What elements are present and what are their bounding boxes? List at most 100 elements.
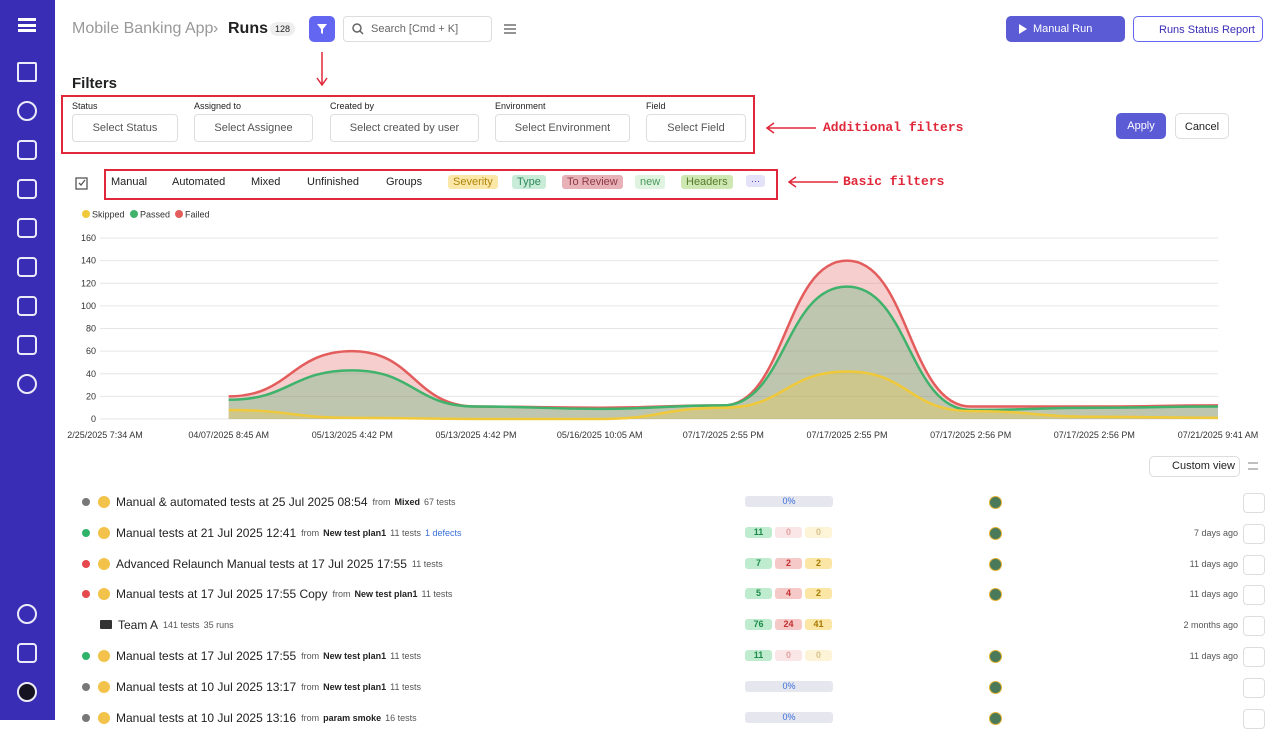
nav-icon[interactable] (17, 62, 37, 82)
nav-icon[interactable] (17, 179, 37, 199)
custom-view-button[interactable]: Custom view (1149, 456, 1240, 477)
nav-icon[interactable] (17, 643, 37, 663)
filter-tab[interactable]: Mixed (251, 176, 281, 188)
field-label: Created by (330, 101, 375, 111)
filter-tag[interactable]: To Review (562, 175, 623, 189)
select[interactable]: Select created by user (330, 114, 479, 142)
row-menu[interactable] (1243, 708, 1265, 729)
row-menu[interactable] (1243, 554, 1265, 575)
row-menu[interactable] (1243, 523, 1265, 544)
filter-icon (317, 24, 327, 34)
result-count: 5 (745, 588, 772, 600)
run-title[interactable]: Manual tests at 10 Jul 2025 13:17 (116, 679, 297, 694)
row-menu[interactable] (1243, 647, 1265, 667)
select[interactable]: Select Status (72, 114, 178, 142)
result-count: 0 (775, 526, 802, 538)
search-box[interactable]: Search [Cmd + K] (343, 16, 492, 42)
legend-label: Passed (140, 210, 170, 220)
filter-tag[interactable]: Headers (681, 175, 733, 189)
test-count: 11 tests (411, 558, 443, 569)
menu-icon[interactable] (18, 18, 36, 32)
breadcrumb[interactable]: Mobile Banking App (72, 20, 214, 37)
result-count: 24 (775, 619, 802, 631)
manual-run-button[interactable]: Manual Run (1006, 16, 1125, 42)
cancel-button[interactable]: Cancel (1175, 113, 1229, 139)
select-icon[interactable] (75, 176, 89, 190)
select[interactable]: Select Environment (495, 114, 630, 142)
x-tick-label: 07/17/2025 2:55 PM (806, 430, 887, 440)
source-name: Mixed (394, 497, 421, 507)
time-ago: 11 days ago (1189, 589, 1238, 600)
filter-tag[interactable]: Severity (448, 175, 498, 189)
settings-icon[interactable] (503, 22, 517, 36)
nav-icon[interactable] (17, 140, 37, 160)
nav-icon[interactable] (17, 101, 37, 121)
from-label: from (301, 681, 320, 692)
filter-tab[interactable]: Manual (111, 176, 148, 188)
run-title[interactable]: Team A (118, 618, 159, 633)
progress-bar: 0% (745, 711, 833, 723)
test-count: 11 tests (390, 527, 422, 538)
nav-icon[interactable] (17, 335, 37, 355)
row-menu[interactable] (1243, 585, 1265, 606)
y-tick-label: 80 (86, 324, 96, 334)
status-report-button[interactable]: Runs Status Report (1133, 16, 1263, 42)
row-menu[interactable] (1243, 677, 1265, 698)
run-title[interactable]: Manual & automated tests at 25 Jul 2025 … (116, 495, 368, 509)
filter-tab[interactable]: Automated (172, 176, 226, 188)
progress-bar: 0% (745, 680, 833, 692)
field-label: Assigned to (194, 101, 242, 111)
filter-tab[interactable]: Groups (386, 176, 423, 188)
annotation: Basic filters (843, 174, 945, 189)
assignee-avatar (989, 650, 1002, 663)
y-tick-label: 60 (86, 346, 96, 356)
result-count: 7 (745, 557, 772, 569)
result-count: 2 (775, 557, 802, 569)
apply-button[interactable]: Apply (1116, 113, 1166, 139)
legend-label: Skipped (92, 210, 125, 220)
filter-button[interactable] (309, 16, 335, 42)
page-title: Runs (228, 20, 268, 37)
y-tick-label: 160 (81, 233, 96, 243)
play-icon (1019, 24, 1027, 34)
button-label: Manual Run (1033, 23, 1093, 35)
run-title[interactable]: Advanced Relaunch Manual tests at 17 Jul… (116, 556, 407, 571)
run-title[interactable]: Manual tests at 10 Jul 2025 13:16 (116, 710, 297, 725)
result-count: 0 (805, 526, 832, 538)
settings-icon[interactable] (1247, 460, 1259, 472)
line (228, 285, 1219, 412)
status-icon (82, 528, 90, 537)
nav-icon[interactable] (17, 257, 37, 277)
nav-icon[interactable] (17, 218, 37, 238)
test-count: 11 tests (390, 651, 422, 661)
legend-label: Failed (185, 210, 210, 220)
run-title[interactable]: Manual tests at 21 Jul 2025 12:41 (116, 525, 297, 540)
result-count: 2 (805, 588, 832, 600)
select[interactable]: Select Field (646, 114, 746, 142)
nav-icon[interactable] (17, 604, 37, 624)
x-tick-label: 05/13/2025 4:42 PM (312, 430, 393, 440)
more-button[interactable]: ··· (746, 175, 765, 187)
from-label: from (372, 497, 391, 507)
nav-icon[interactable] (17, 374, 37, 394)
select[interactable]: Select Assignee (194, 114, 313, 142)
x-tick-label: 05/16/2025 10:05 AM (557, 430, 643, 440)
row-menu[interactable] (1243, 616, 1265, 637)
result-count: 41 (805, 619, 832, 631)
nav-icon[interactable] (17, 296, 37, 316)
filter-tag[interactable]: Type (512, 175, 546, 189)
filter-tab[interactable]: Unfinished (307, 176, 359, 188)
field-label: Field (646, 101, 666, 111)
search-placeholder: Search [Cmd + K] (371, 23, 459, 35)
filter-tag[interactable]: new (635, 175, 666, 189)
row-menu[interactable] (1243, 493, 1265, 513)
run-title[interactable]: Manual tests at 17 Jul 2025 17:55 Copy (116, 587, 328, 602)
from-label: from (332, 589, 351, 600)
arrow (788, 176, 838, 188)
status-icon (82, 590, 90, 599)
y-tick-label: 20 (86, 391, 96, 401)
test-count: 141 tests (163, 620, 200, 631)
run-title[interactable]: Manual tests at 17 Jul 2025 17:55 (116, 649, 297, 663)
assignee-avatar (989, 557, 1002, 571)
avatar[interactable] (17, 682, 37, 702)
